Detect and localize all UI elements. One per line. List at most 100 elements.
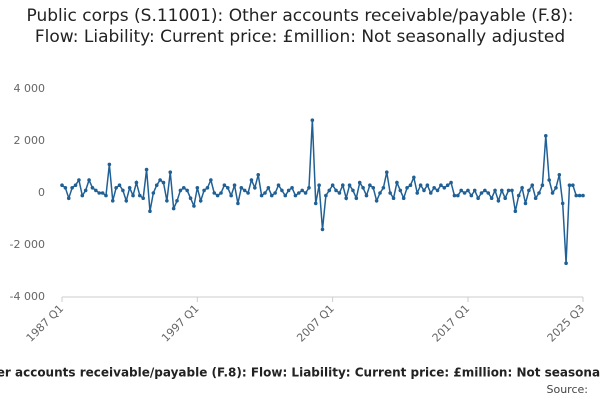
data-point xyxy=(165,199,169,203)
data-point xyxy=(225,186,230,190)
data-point xyxy=(161,180,166,185)
data-point xyxy=(357,180,362,185)
data-point xyxy=(554,186,558,190)
data-point xyxy=(286,188,291,193)
data-point xyxy=(94,188,98,193)
y-tick-label: -4 000 xyxy=(10,290,45,303)
data-point xyxy=(195,186,200,190)
data-point xyxy=(134,180,139,185)
data-point xyxy=(263,191,267,195)
data-point xyxy=(63,186,68,190)
data-point xyxy=(330,183,335,187)
data-point xyxy=(408,183,413,187)
data-point xyxy=(361,186,365,190)
data-point xyxy=(337,191,342,195)
data-point xyxy=(222,183,227,187)
data-point xyxy=(300,188,305,193)
data-point xyxy=(513,209,518,213)
data-point xyxy=(449,180,453,185)
data-point xyxy=(175,199,179,203)
data-point xyxy=(425,183,430,187)
data-point xyxy=(131,193,135,198)
data-point xyxy=(313,201,318,206)
data-point xyxy=(486,191,491,195)
x-tick-label: 2017 Q1 xyxy=(430,302,473,345)
data-point xyxy=(571,183,575,187)
data-point xyxy=(66,196,71,200)
data-point xyxy=(351,188,355,193)
data-point xyxy=(530,183,535,187)
data-point xyxy=(100,191,105,195)
y-tick-label: 0 xyxy=(38,186,45,199)
y-tick-label: 4 000 xyxy=(14,82,46,95)
data-point xyxy=(378,191,382,195)
data-point xyxy=(540,183,545,187)
data-point xyxy=(347,183,352,187)
data-point xyxy=(469,193,474,198)
data-point xyxy=(581,193,585,198)
data-point xyxy=(151,191,156,195)
data-point xyxy=(432,186,436,190)
data-point xyxy=(303,191,308,195)
data-point xyxy=(73,183,78,187)
data-point xyxy=(574,193,579,198)
data-point xyxy=(418,183,423,187)
y-tick-label: 2 000 xyxy=(14,134,46,147)
data-point xyxy=(202,188,206,193)
data-point xyxy=(232,183,237,187)
data-point xyxy=(127,186,132,190)
data-point xyxy=(276,183,281,187)
data-point xyxy=(121,188,125,193)
data-point xyxy=(415,191,420,195)
data-point xyxy=(324,193,328,198)
data-point xyxy=(148,209,152,213)
data-point xyxy=(496,199,501,203)
data-point xyxy=(503,196,507,200)
data-point xyxy=(506,188,511,193)
data-point xyxy=(442,186,447,190)
data-point xyxy=(462,191,467,195)
data-point xyxy=(114,186,118,190)
data-point xyxy=(374,199,379,203)
data-point xyxy=(293,193,298,198)
data-point xyxy=(371,186,376,190)
data-point xyxy=(138,193,142,198)
data-point xyxy=(428,191,433,195)
data-point xyxy=(307,186,311,190)
data-point xyxy=(567,183,572,187)
data-point xyxy=(181,186,186,190)
data-point xyxy=(256,173,261,177)
data-point xyxy=(154,183,159,187)
data-point xyxy=(327,188,332,193)
data-point xyxy=(259,193,264,198)
data-point xyxy=(310,118,315,122)
data-point xyxy=(435,188,440,193)
data-point xyxy=(472,188,477,193)
data-point xyxy=(70,186,74,190)
data-point xyxy=(533,196,538,200)
data-point xyxy=(198,199,203,203)
data-point xyxy=(564,261,568,266)
x-tick-label: 1987 Q1 xyxy=(24,302,67,345)
data-point xyxy=(445,183,450,187)
data-point xyxy=(205,186,210,190)
data-point xyxy=(215,193,220,198)
data-point xyxy=(510,188,514,193)
data-point xyxy=(60,183,64,187)
data-point xyxy=(395,180,399,185)
data-point xyxy=(242,188,247,193)
data-point xyxy=(493,188,497,193)
data-point xyxy=(500,188,504,193)
data-point xyxy=(489,196,494,200)
data-point xyxy=(168,170,173,174)
data-point xyxy=(107,162,112,167)
data-point xyxy=(422,188,426,193)
data-point xyxy=(253,186,257,190)
legend-label: Public corps (S.11001): Other accounts r… xyxy=(0,366,600,380)
data-point xyxy=(239,186,244,190)
data-point xyxy=(405,186,409,190)
data-point xyxy=(171,206,176,211)
data-point xyxy=(110,199,115,203)
data-point xyxy=(364,193,369,198)
